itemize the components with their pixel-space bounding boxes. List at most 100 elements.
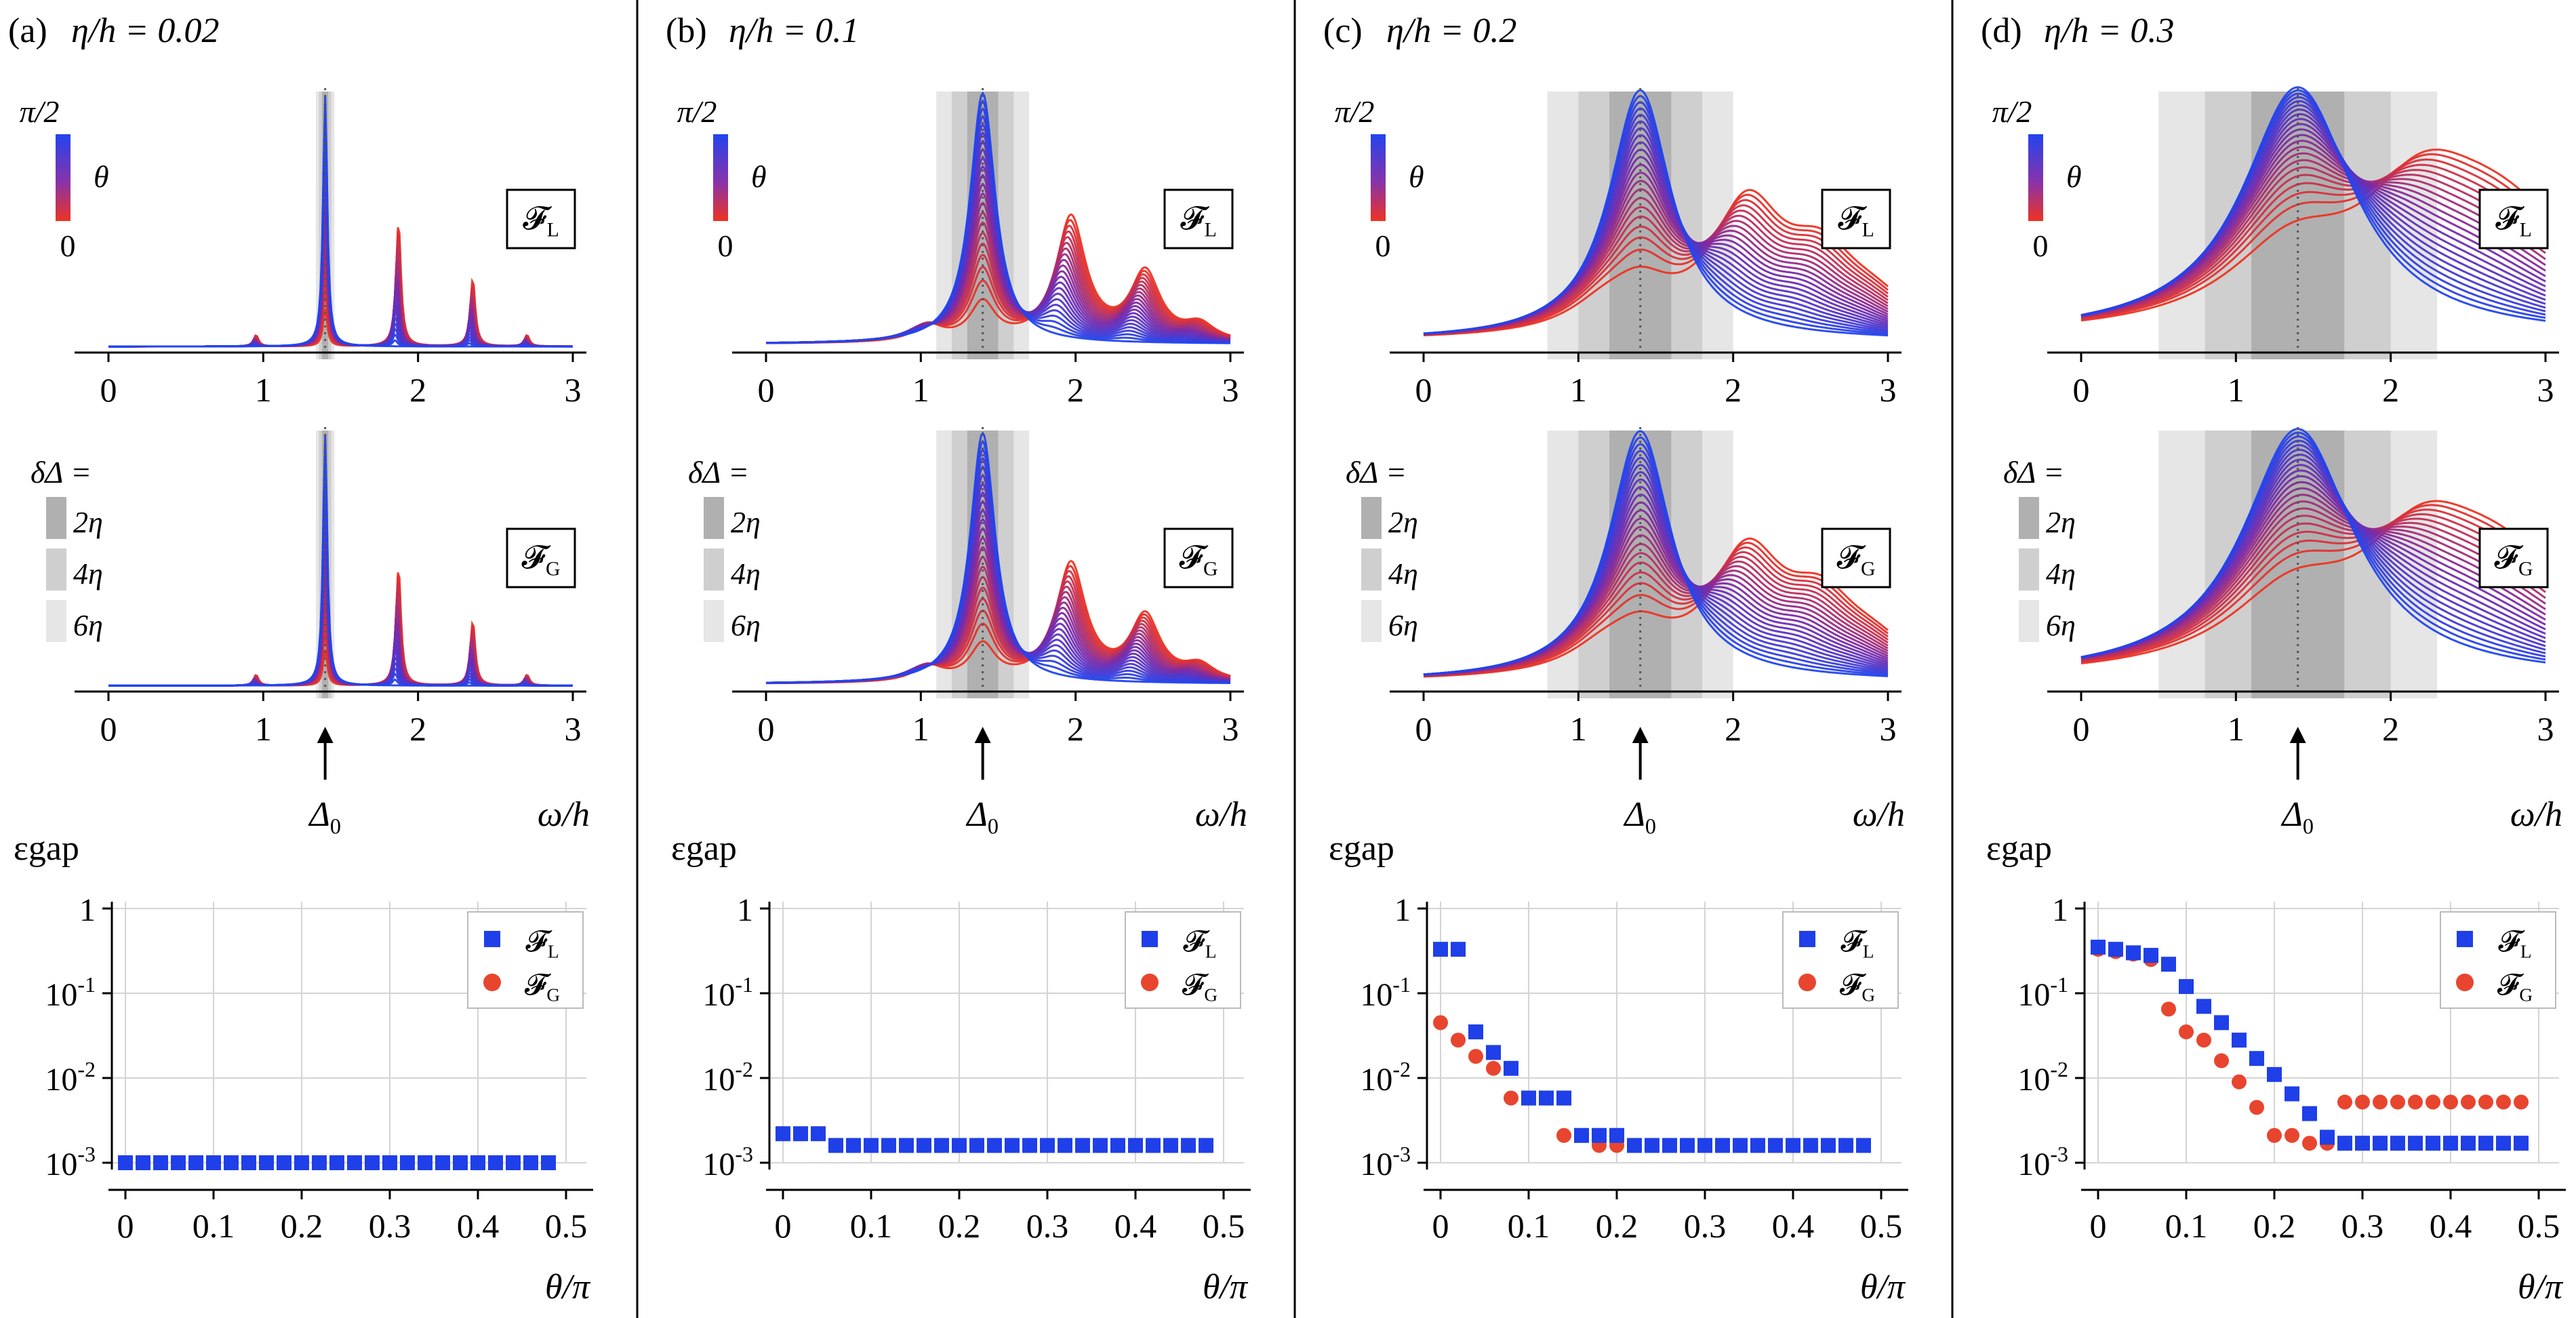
gap-x-tick-label: 0 (117, 1207, 134, 1245)
dd-swatch (1361, 600, 1382, 642)
x-tick-label: 1 (1570, 710, 1587, 748)
fl-point (2443, 1136, 2458, 1151)
spectrum-curve (108, 583, 573, 687)
fg-point (2355, 1094, 2370, 1110)
x-tick-label: 0 (2073, 710, 2090, 748)
fg-point (2390, 1094, 2405, 1110)
spectrum-curve (108, 515, 573, 687)
theta-legend-symbol: θ (2066, 159, 2082, 194)
gap-x-tick-label: 0.5 (1860, 1207, 1903, 1245)
spectrum-curve (108, 461, 573, 687)
fl-point (864, 1138, 879, 1153)
dd-swatch (46, 600, 66, 642)
x-tick-label: 3 (1222, 371, 1239, 409)
spectrum-curve (108, 534, 573, 687)
x-tick-label: 0 (758, 371, 775, 409)
spectrum-curve (108, 563, 573, 687)
fl-point (1662, 1138, 1677, 1153)
gap-x-tick-label: 0.5 (2518, 1207, 2560, 1245)
spectrum-curve (766, 431, 1230, 684)
spectrum-curve (2080, 428, 2546, 664)
spectrum-curve (108, 227, 573, 348)
dd-swatch (1361, 497, 1382, 539)
fg-point (2285, 1127, 2299, 1143)
fg-point (2232, 1074, 2247, 1090)
spectrum-curve (108, 120, 573, 348)
gap-legend (1125, 911, 1241, 1009)
x-tick-label: 1 (912, 371, 929, 409)
fl-point (1040, 1138, 1055, 1153)
x-tick-label: 0 (758, 710, 775, 748)
gap-x-tick-label: 0 (1432, 1207, 1449, 1245)
gap-x-tick-label: 0.4 (457, 1207, 500, 1245)
fg-point (2196, 1033, 2211, 1048)
spectrum-curve (108, 584, 573, 687)
x-tick-label: 2 (1067, 710, 1084, 748)
fl-point (2161, 957, 2176, 972)
mid-spectrum-plot (1423, 427, 1889, 698)
spectrum-curve (2080, 504, 2546, 664)
fl-point (1821, 1138, 1836, 1153)
fl-point (188, 1155, 203, 1170)
dd-legend-item: 4η (73, 557, 103, 591)
panel-label: (d) (1981, 12, 2022, 50)
spectrum-curve (2080, 517, 2546, 662)
spectrum-curve (108, 231, 573, 348)
dd-swatch (1361, 548, 1382, 591)
top-spectrum-plot (765, 88, 1231, 359)
fl-point (1856, 1138, 1871, 1153)
x-tick-label: 3 (2537, 371, 2554, 409)
delta0-label: Δ0 (965, 795, 999, 838)
spectrum-curve (1423, 89, 1889, 337)
fl-point (506, 1155, 521, 1170)
fl-point (952, 1138, 967, 1153)
gap-y-tick-label: 10-1 (702, 972, 753, 1013)
spectrum-curve (2080, 86, 2546, 322)
gap-x-tick-label: 0.1 (193, 1207, 235, 1245)
x-tick-label: 2 (409, 371, 426, 409)
theta-colorbar (1371, 134, 1386, 221)
fl-point (2478, 1136, 2493, 1151)
fl-point (277, 1155, 291, 1170)
top-spectrum-plot (2080, 86, 2547, 359)
gap-y-tick-label: 1 (1394, 892, 1411, 928)
gap-y-label: εgap (671, 829, 737, 868)
fl-point (934, 1138, 949, 1153)
dd-legend-title: δΔ = (688, 455, 749, 490)
delta0-label: Δ0 (2280, 795, 2314, 838)
theta-legend-bottom: 0 (718, 228, 733, 263)
fl-point (2144, 948, 2158, 963)
x-tick-label: 2 (2382, 371, 2399, 409)
delta0-arrowhead (974, 727, 991, 743)
fl-point (2285, 1086, 2299, 1102)
omega-axis-label: ω/h (1853, 795, 1905, 834)
spectrum-curve (108, 104, 573, 348)
fg-point (1486, 1060, 1501, 1076)
theta-legend-symbol: θ (94, 159, 109, 194)
fl-point (1803, 1138, 1818, 1153)
fl-point (329, 1155, 344, 1170)
gap-legend-fl-marker (1799, 931, 1815, 947)
spectrum-curve (108, 163, 573, 348)
dd-legend-item: 4η (2046, 557, 2076, 591)
fl-point (1058, 1138, 1072, 1153)
dd-legend-item: 2η (1388, 506, 1418, 539)
panel-eta: η/h = 0.02 (71, 12, 219, 50)
spectrum-curve (108, 544, 573, 687)
spectrum-curve (108, 112, 573, 348)
fl-point (400, 1155, 415, 1170)
x-tick-label: 1 (912, 710, 929, 748)
mid-spectrum-plot (765, 427, 1231, 698)
fl-point (793, 1126, 808, 1142)
fl-point (1146, 1138, 1161, 1153)
omega-axis-label: ω/h (1195, 795, 1247, 834)
fl-point (811, 1126, 826, 1142)
fl-point (2214, 1015, 2229, 1031)
mid-spectrum-plot (2080, 427, 2547, 698)
fl-point (1838, 1138, 1853, 1153)
fl-point (224, 1155, 239, 1170)
fg-point (2337, 1094, 2352, 1110)
x-tick-label: 0 (1415, 371, 1432, 409)
gap-x-tick-label: 0 (2090, 1207, 2107, 1245)
gap-x-tick-label: 0.3 (1026, 1207, 1069, 1245)
